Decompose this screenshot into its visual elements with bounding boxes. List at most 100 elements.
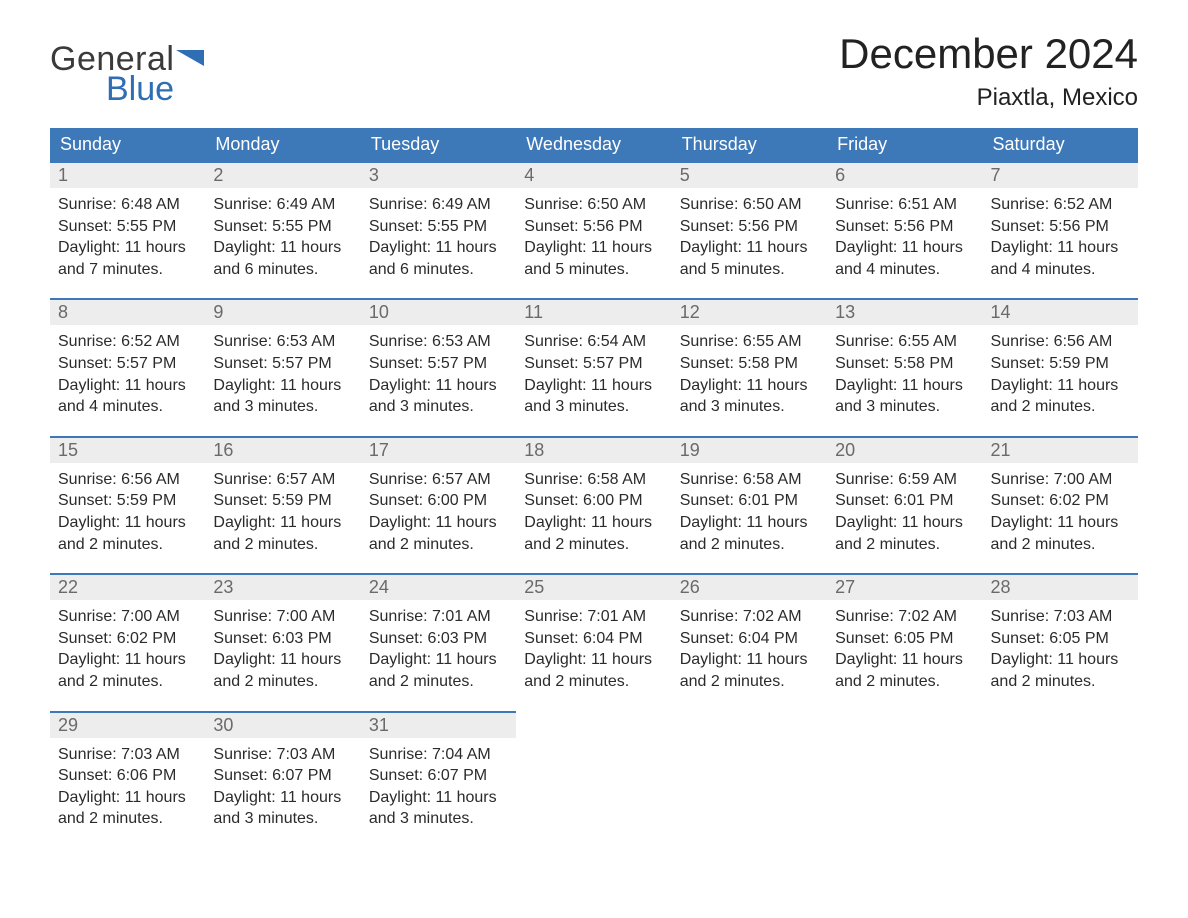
calendar-day-cell [516, 712, 671, 848]
daylight-line: Daylight: 11 hours and 2 minutes. [835, 649, 974, 692]
day-number: 29 [50, 713, 205, 738]
weekday-header: Monday [205, 128, 360, 162]
calendar-day-cell [827, 712, 982, 848]
day-body: Sunrise: 6:55 AMSunset: 5:58 PMDaylight:… [672, 325, 827, 417]
day-number: 26 [672, 575, 827, 600]
day-number: 14 [983, 300, 1138, 325]
calendar-body: 1Sunrise: 6:48 AMSunset: 5:55 PMDaylight… [50, 162, 1138, 848]
sunrise-line: Sunrise: 7:02 AM [680, 606, 819, 628]
daylight-line: Daylight: 11 hours and 7 minutes. [58, 237, 197, 280]
calendar-day-cell: 2Sunrise: 6:49 AMSunset: 5:55 PMDaylight… [205, 162, 360, 299]
weekday-header: Saturday [983, 128, 1138, 162]
calendar-day-cell: 3Sunrise: 6:49 AMSunset: 5:55 PMDaylight… [361, 162, 516, 299]
calendar-day-cell: 21Sunrise: 7:00 AMSunset: 6:02 PMDayligh… [983, 437, 1138, 574]
sunrise-line: Sunrise: 6:57 AM [213, 469, 352, 491]
sunset-line: Sunset: 6:01 PM [835, 490, 974, 512]
daylight-line: Daylight: 11 hours and 2 minutes. [369, 649, 508, 692]
calendar-day-cell: 7Sunrise: 6:52 AMSunset: 5:56 PMDaylight… [983, 162, 1138, 299]
calendar-day-cell: 8Sunrise: 6:52 AMSunset: 5:57 PMDaylight… [50, 299, 205, 436]
page-header: General Blue December 2024 Piaxtla, Mexi… [50, 30, 1138, 122]
daylight-line: Daylight: 11 hours and 2 minutes. [369, 512, 508, 555]
daylight-line: Daylight: 11 hours and 5 minutes. [524, 237, 663, 280]
sunset-line: Sunset: 5:56 PM [524, 216, 663, 238]
sunset-line: Sunset: 6:00 PM [369, 490, 508, 512]
sunset-line: Sunset: 6:02 PM [991, 490, 1130, 512]
day-number: 7 [983, 163, 1138, 188]
day-number: 31 [361, 713, 516, 738]
daylight-line: Daylight: 11 hours and 3 minutes. [213, 375, 352, 418]
sunrise-line: Sunrise: 7:02 AM [835, 606, 974, 628]
day-number: 15 [50, 438, 205, 463]
brand-text-2: Blue [106, 72, 204, 106]
sunset-line: Sunset: 6:04 PM [680, 628, 819, 650]
day-body: Sunrise: 6:58 AMSunset: 6:01 PMDaylight:… [672, 463, 827, 555]
sunrise-line: Sunrise: 6:50 AM [680, 194, 819, 216]
sunrise-line: Sunrise: 6:51 AM [835, 194, 974, 216]
sunset-line: Sunset: 5:59 PM [213, 490, 352, 512]
day-body: Sunrise: 6:51 AMSunset: 5:56 PMDaylight:… [827, 188, 982, 280]
sunset-line: Sunset: 5:57 PM [213, 353, 352, 375]
day-number: 6 [827, 163, 982, 188]
day-number: 2 [205, 163, 360, 188]
day-body: Sunrise: 7:01 AMSunset: 6:03 PMDaylight:… [361, 600, 516, 692]
sunset-line: Sunset: 6:05 PM [835, 628, 974, 650]
sunrise-line: Sunrise: 6:53 AM [213, 331, 352, 353]
daylight-line: Daylight: 11 hours and 6 minutes. [213, 237, 352, 280]
daylight-line: Daylight: 11 hours and 3 minutes. [680, 375, 819, 418]
day-body: Sunrise: 7:03 AMSunset: 6:05 PMDaylight:… [983, 600, 1138, 692]
day-number: 21 [983, 438, 1138, 463]
day-body: Sunrise: 6:55 AMSunset: 5:58 PMDaylight:… [827, 325, 982, 417]
day-number: 3 [361, 163, 516, 188]
flag-icon [176, 42, 204, 76]
day-number: 30 [205, 713, 360, 738]
sunset-line: Sunset: 5:57 PM [524, 353, 663, 375]
sunset-line: Sunset: 5:56 PM [991, 216, 1130, 238]
day-body: Sunrise: 6:49 AMSunset: 5:55 PMDaylight:… [205, 188, 360, 280]
day-number: 12 [672, 300, 827, 325]
calendar-day-cell: 31Sunrise: 7:04 AMSunset: 6:07 PMDayligh… [361, 712, 516, 848]
day-body: Sunrise: 6:48 AMSunset: 5:55 PMDaylight:… [50, 188, 205, 280]
day-body: Sunrise: 6:54 AMSunset: 5:57 PMDaylight:… [516, 325, 671, 417]
calendar-day-cell: 18Sunrise: 6:58 AMSunset: 6:00 PMDayligh… [516, 437, 671, 574]
sunset-line: Sunset: 5:59 PM [991, 353, 1130, 375]
weekday-header: Tuesday [361, 128, 516, 162]
daylight-line: Daylight: 11 hours and 3 minutes. [369, 375, 508, 418]
calendar-day-cell: 15Sunrise: 6:56 AMSunset: 5:59 PMDayligh… [50, 437, 205, 574]
daylight-line: Daylight: 11 hours and 2 minutes. [991, 649, 1130, 692]
sunrise-line: Sunrise: 7:04 AM [369, 744, 508, 766]
daylight-line: Daylight: 11 hours and 4 minutes. [991, 237, 1130, 280]
day-body: Sunrise: 6:53 AMSunset: 5:57 PMDaylight:… [205, 325, 360, 417]
sunset-line: Sunset: 5:59 PM [58, 490, 197, 512]
day-body: Sunrise: 6:50 AMSunset: 5:56 PMDaylight:… [672, 188, 827, 280]
day-body: Sunrise: 7:02 AMSunset: 6:05 PMDaylight:… [827, 600, 982, 692]
day-body: Sunrise: 7:02 AMSunset: 6:04 PMDaylight:… [672, 600, 827, 692]
daylight-line: Daylight: 11 hours and 2 minutes. [58, 787, 197, 830]
day-body: Sunrise: 7:01 AMSunset: 6:04 PMDaylight:… [516, 600, 671, 692]
calendar-day-cell: 29Sunrise: 7:03 AMSunset: 6:06 PMDayligh… [50, 712, 205, 848]
day-body: Sunrise: 6:58 AMSunset: 6:00 PMDaylight:… [516, 463, 671, 555]
day-number: 10 [361, 300, 516, 325]
sunset-line: Sunset: 6:04 PM [524, 628, 663, 650]
day-body: Sunrise: 6:56 AMSunset: 5:59 PMDaylight:… [983, 325, 1138, 417]
sunset-line: Sunset: 5:56 PM [680, 216, 819, 238]
calendar-day-cell: 9Sunrise: 6:53 AMSunset: 5:57 PMDaylight… [205, 299, 360, 436]
calendar-day-cell: 13Sunrise: 6:55 AMSunset: 5:58 PMDayligh… [827, 299, 982, 436]
sunset-line: Sunset: 6:05 PM [991, 628, 1130, 650]
sunrise-line: Sunrise: 7:03 AM [991, 606, 1130, 628]
day-body: Sunrise: 6:56 AMSunset: 5:59 PMDaylight:… [50, 463, 205, 555]
calendar-day-cell: 12Sunrise: 6:55 AMSunset: 5:58 PMDayligh… [672, 299, 827, 436]
calendar-day-cell: 4Sunrise: 6:50 AMSunset: 5:56 PMDaylight… [516, 162, 671, 299]
daylight-line: Daylight: 11 hours and 3 minutes. [213, 787, 352, 830]
daylight-line: Daylight: 11 hours and 2 minutes. [213, 512, 352, 555]
sunset-line: Sunset: 5:58 PM [680, 353, 819, 375]
sunset-line: Sunset: 5:55 PM [213, 216, 352, 238]
day-number: 9 [205, 300, 360, 325]
sunset-line: Sunset: 6:02 PM [58, 628, 197, 650]
sunset-line: Sunset: 6:00 PM [524, 490, 663, 512]
calendar-day-cell: 25Sunrise: 7:01 AMSunset: 6:04 PMDayligh… [516, 574, 671, 711]
daylight-line: Daylight: 11 hours and 2 minutes. [58, 649, 197, 692]
sunset-line: Sunset: 5:57 PM [58, 353, 197, 375]
calendar-day-cell: 23Sunrise: 7:00 AMSunset: 6:03 PMDayligh… [205, 574, 360, 711]
day-body: Sunrise: 7:03 AMSunset: 6:07 PMDaylight:… [205, 738, 360, 830]
day-body: Sunrise: 6:57 AMSunset: 6:00 PMDaylight:… [361, 463, 516, 555]
